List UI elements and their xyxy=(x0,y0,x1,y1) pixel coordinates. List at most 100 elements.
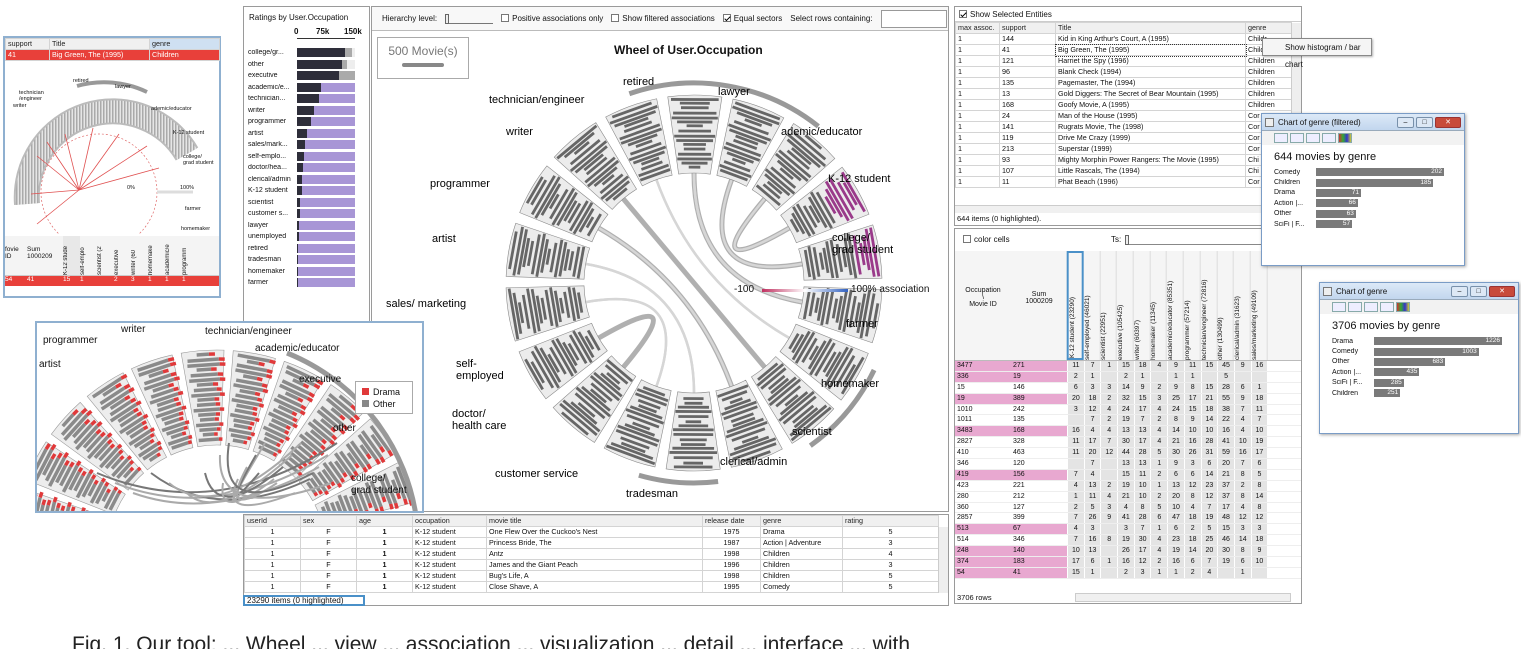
wheel-sector[interactable] xyxy=(798,224,883,281)
rating-row[interactable]: customer s... xyxy=(248,208,366,220)
wheel-sector[interactable] xyxy=(715,379,783,468)
sort-az-icon[interactable] xyxy=(1364,302,1378,312)
chart-bar-row[interactable]: Drama 1226 xyxy=(1332,336,1518,346)
color-cells-checkbox[interactable]: color cells xyxy=(963,235,1010,244)
table-row[interactable]: 1 F 1 K-12 student James and the Giant Peach… xyxy=(244,559,939,571)
hierarchy-slider[interactable] xyxy=(445,13,494,24)
matrix-column-header[interactable]: programmer (57214) xyxy=(1183,251,1201,360)
chart-all-titlebar[interactable]: Chart of genre – □ ✕ xyxy=(1320,283,1518,300)
wheel-sector[interactable] xyxy=(716,98,785,187)
chart-bar-row[interactable]: Drama 71 xyxy=(1274,188,1464,198)
matrix-column-header[interactable]: other (130499) xyxy=(1217,251,1234,360)
next-icon[interactable] xyxy=(1290,133,1304,143)
rating-row[interactable]: artist xyxy=(248,128,366,140)
sort-icon[interactable] xyxy=(1322,133,1336,143)
rating-row[interactable]: executive xyxy=(248,70,366,82)
rating-row[interactable]: retired xyxy=(248,243,366,255)
rating-row[interactable]: unemployed xyxy=(248,231,366,243)
ts-slider[interactable] xyxy=(1125,235,1285,245)
matrix-column-header[interactable]: clerical/admin (31623) xyxy=(1233,251,1251,360)
wheel-sector[interactable] xyxy=(518,322,608,400)
sort-icon[interactable] xyxy=(1380,302,1394,312)
matrix-row[interactable]: 3477 271 11 7 1 15 18 4 9 11 15 45 9 16 xyxy=(955,361,1301,372)
column-header[interactable]: sex xyxy=(300,515,357,527)
rating-row[interactable]: other xyxy=(248,59,366,71)
chart-bar-row[interactable]: Action |... 66 xyxy=(1274,198,1464,208)
chart-filtered-titlebar[interactable]: Chart of genre (filtered) – □ ✕ xyxy=(1262,114,1464,131)
rating-row[interactable]: tradesman xyxy=(248,254,366,266)
left-matrix-row[interactable]: 54 41 15 1 2 3 1 1 1 xyxy=(5,276,219,286)
wheel-chart[interactable]: retired lawyer ademic/educator K-12 student… xyxy=(372,37,948,511)
column-header[interactable]: userId xyxy=(244,515,301,527)
minimize-icon[interactable]: – xyxy=(1451,286,1468,297)
table-row[interactable]: 1 213 Superstar (1999) Cor xyxy=(955,143,1292,155)
matrix-row[interactable]: 248 140 10 13 26 17 4 19 14 20 30 8 9 xyxy=(955,546,1301,558)
column-header[interactable]: rating xyxy=(842,515,939,527)
chart-bar-row[interactable]: Children 185 xyxy=(1274,177,1464,187)
wheel-sector[interactable] xyxy=(750,356,835,444)
select-rows-input[interactable] xyxy=(880,9,947,28)
minimize-icon[interactable]: – xyxy=(1397,117,1414,128)
rating-row[interactable]: self-emplo... xyxy=(248,151,366,163)
chart-bar-row[interactable]: SciFi | F... 57 xyxy=(1274,219,1464,229)
column-header[interactable]: max assoc. xyxy=(955,22,1000,34)
matrix-row[interactable]: 419 156 7 4 15 11 2 6 6 14 21 8 5 xyxy=(955,469,1301,481)
table-row[interactable]: 1 13 Gold Diggers: The Secret of Bear Moun… xyxy=(955,88,1292,100)
rating-row[interactable]: farmer xyxy=(248,277,366,289)
rating-row[interactable]: lawyer xyxy=(248,220,366,232)
matrix-row[interactable]: 2857 399 7 26 9 41 28 6 47 18 19 48 12 12 xyxy=(955,513,1301,525)
matrix-column-header[interactable]: academic/educator (85351) xyxy=(1167,251,1184,360)
close-icon[interactable]: ✕ xyxy=(1435,117,1461,128)
prev-icon[interactable] xyxy=(1332,302,1346,312)
matrix-column-header[interactable]: executive (105425) xyxy=(1117,251,1134,360)
matrix-row[interactable]: 514 346 7 16 8 19 30 4 23 18 25 46 14 18 xyxy=(955,535,1301,547)
column-header[interactable]: release date xyxy=(702,515,761,527)
rating-row[interactable]: doctor/hea... xyxy=(248,162,366,174)
rating-row[interactable]: academic/e... xyxy=(248,82,366,94)
rating-row[interactable]: college/gr... xyxy=(248,47,366,59)
rating-row[interactable]: homemaker xyxy=(248,266,366,278)
table-row[interactable]: 1 135 Pagemaster, The (1994) Children xyxy=(955,77,1292,89)
column-header[interactable]: Title xyxy=(1055,22,1246,34)
matrix-column-header[interactable]: scientist (22951) xyxy=(1100,251,1118,360)
color-icon[interactable] xyxy=(1396,302,1410,312)
rating-row[interactable]: writer xyxy=(248,105,366,117)
table-row[interactable]: 1 F 1 K-12 student Bug's Life, A 1998 Children… xyxy=(244,570,939,582)
mini-wheel[interactable] xyxy=(7,64,219,234)
matrix-row[interactable]: 423 221 4 13 2 19 10 1 13 12 23 37 2 8 xyxy=(955,480,1301,492)
header-support[interactable]: support xyxy=(5,38,50,50)
header-title[interactable]: Title xyxy=(49,38,150,50)
wheel-sector[interactable] xyxy=(505,285,590,342)
matrix-row[interactable]: 336 19 2 1 2 1 1 1 5 xyxy=(955,371,1301,383)
column-header[interactable]: genre xyxy=(760,515,843,527)
wheel-sector[interactable] xyxy=(780,166,870,244)
chart-bar-row[interactable]: Other 683 xyxy=(1332,357,1518,367)
chart-bar-row[interactable]: Children 251 xyxy=(1332,388,1518,398)
chart-bar-row[interactable]: Comedy 202 xyxy=(1274,167,1464,177)
wheel-sector[interactable] xyxy=(667,94,723,175)
wheel-sector[interactable] xyxy=(779,323,869,401)
wheel-sector[interactable] xyxy=(552,355,637,443)
color-icon[interactable] xyxy=(1338,133,1352,143)
column-header[interactable]: movie title xyxy=(486,515,703,527)
rating-row[interactable]: clerical/admin xyxy=(248,174,366,186)
next-icon[interactable] xyxy=(1348,302,1362,312)
matrix-row[interactable]: 374 183 17 6 1 16 12 2 16 6 7 19 6 10 xyxy=(955,557,1301,568)
rating-row[interactable]: sales/mark... xyxy=(248,139,366,151)
table-row[interactable]: 1 F 1 K-12 student Antz 1998 Children 4 xyxy=(244,548,939,560)
wheel-sector[interactable] xyxy=(519,165,609,243)
table-row[interactable]: 1 24 Man of the House (1995) Cor xyxy=(955,110,1292,122)
table-row[interactable]: 1 119 Drive Me Crazy (1999) Cor xyxy=(955,132,1292,144)
rating-row[interactable]: programmer xyxy=(248,116,366,128)
sort-az-icon[interactable] xyxy=(1306,133,1320,143)
matrix-row[interactable]: 19 389 20 18 2 32 15 3 25 17 21 55 9 18 xyxy=(955,393,1301,405)
chart-bar-row[interactable]: Action |... 435 xyxy=(1332,367,1518,377)
matrix-row[interactable]: 54 41 15 1 2 3 1 1 2 4 1 xyxy=(955,567,1301,579)
wheel-sector[interactable] xyxy=(751,123,836,211)
wheel-sector[interactable] xyxy=(553,122,638,210)
matrix-row[interactable]: 513 67 4 3 3 7 1 6 2 5 15 3 3 xyxy=(955,524,1301,536)
table-row[interactable]: 1 96 Blank Check (1994) Children xyxy=(955,66,1292,78)
table-row[interactable]: 1 168 Goofy Movie, A (1995) Children xyxy=(955,99,1292,111)
wheel-sector[interactable] xyxy=(603,379,672,468)
